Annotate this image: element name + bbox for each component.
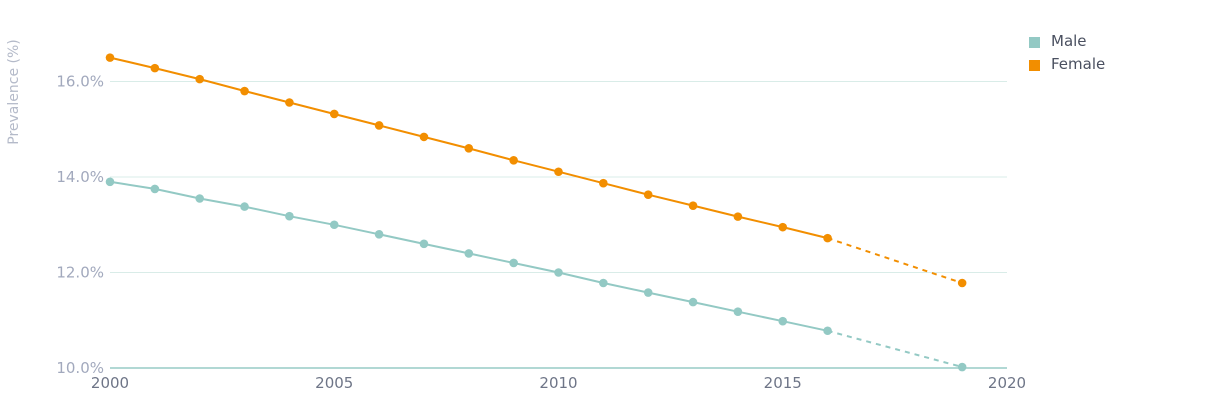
male-point-2005 [329,220,339,230]
legend-label-male: Male [1051,32,1087,50]
legend-swatch-female [1029,60,1040,71]
y-tick-label-14: 14.0% [56,168,104,186]
male-point-2001 [150,184,160,194]
male-point-2011 [599,278,608,288]
x-tick-label-2020: 2020 [988,374,1026,392]
male-point-2015 [778,316,788,326]
male-point-2013 [688,297,698,307]
female-point-2016 [823,233,832,243]
male-point-2016 [823,326,832,336]
series [105,53,967,372]
female-point-2010 [554,167,563,177]
legend-item-male[interactable]: Male [1029,32,1087,50]
male-point-2007 [419,239,429,249]
male-point-2006 [374,230,384,239]
female-point-2003 [240,86,249,96]
male-point-2014 [733,307,743,316]
male-point-2009 [509,258,518,268]
male-point-2008 [464,249,474,258]
female-point-2012 [643,190,653,199]
female-point-2015 [778,222,788,232]
male-point-2010 [554,268,563,277]
female-point-2008 [464,144,474,153]
axes: 10.0% 12.0% 14.0% 16.0% 2000 2005 2010 2015 2020 [56,73,1026,393]
y-axis-label: Prevalence (%) [6,39,22,145]
female-point-2002 [195,74,204,84]
female-point-2005 [329,109,339,119]
female-projected-point-2019 [957,278,967,288]
legend-item-female[interactable]: Female [1029,55,1105,73]
legend[interactable]: Male Female [1029,32,1105,73]
female-point-2009 [509,155,518,165]
x-tick-label-2015: 2015 [764,374,802,392]
female-point-2014 [733,212,743,221]
legend-label-female: Female [1051,55,1105,73]
x-tick-label-2010: 2010 [539,374,577,392]
legend-swatch-male [1029,37,1040,48]
female-point-2013 [688,201,698,210]
female-point-2011 [599,178,608,188]
female-point-2007 [419,132,429,142]
female-series [105,53,967,288]
female-point-2000 [105,53,115,62]
female-projection-line [827,237,963,284]
female-point-2004 [285,98,294,107]
female-point-2001 [150,63,160,73]
male-projected-point-2019 [957,362,967,372]
male-point-2003 [240,202,249,211]
male-point-2002 [195,194,204,203]
female-point-2006 [374,121,384,130]
y-tick-label-10: 10.0% [56,359,104,377]
male-point-2000 [105,177,115,187]
male-projection-line [827,329,963,368]
y-tick-label-12: 12.0% [56,264,104,282]
y-tick-label-16: 16.0% [56,73,104,91]
x-tick-label-2005: 2005 [315,374,353,392]
male-point-2004 [285,211,294,221]
male-point-2012 [643,288,653,297]
gridlines [110,81,1007,273]
male-series [105,177,967,372]
x-tick-label-2000: 2000 [91,374,129,392]
